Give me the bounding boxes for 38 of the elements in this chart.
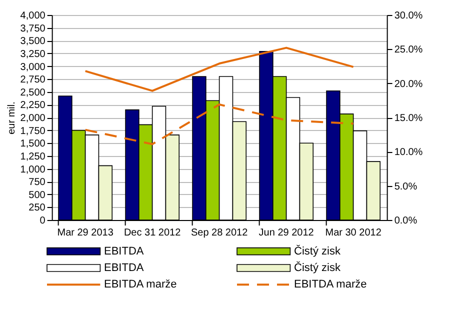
legend-label: EBITDA marže	[294, 278, 367, 291]
line-series	[84, 104, 354, 146]
y-tick-label: 3,750	[20, 23, 46, 34]
y2-tick-label: 15.0%	[394, 113, 423, 124]
legend-label: EBITDA marže	[104, 278, 177, 291]
legend-label: Čistý zisk	[294, 244, 341, 258]
y-tick-label: 3,500	[20, 36, 46, 48]
legend-label: EBITDA	[104, 245, 144, 258]
y2-tick-label: 20.0%	[394, 78, 423, 90]
line-series	[84, 46, 354, 92]
y2-tick-label: 0.0%	[394, 216, 418, 226]
y-tick-label: 750	[28, 177, 46, 188]
y2-tick-label: 5.0%	[394, 181, 418, 192]
y-tick-label: 2,000	[20, 113, 46, 124]
y-tick-label: 1,750	[20, 126, 46, 137]
x-tick-label: Dec 31 2012	[124, 228, 182, 238]
y-axis-title: eur mil.	[6, 102, 18, 134]
y-tick-label: 500	[28, 190, 46, 201]
legend-label: Čistý zisk	[294, 261, 341, 274]
legend-label: EBITDA	[104, 262, 144, 274]
y-tick-label: 1,000	[20, 164, 46, 176]
y-tick-label: 2,750	[20, 74, 46, 86]
y-tick-label: 2,500	[20, 87, 46, 98]
y-tick-label: 1,500	[20, 138, 46, 150]
y2-tick-label: 30.0%	[394, 10, 423, 22]
y-tick-label: 2,250	[20, 100, 46, 112]
x-tick-label: Mar 30 2012	[325, 228, 382, 238]
x-tick-label: Jun 29 2012	[258, 228, 314, 238]
y-tick-label: 250	[28, 202, 46, 214]
x-tick-label: Mar 29 2013	[57, 228, 114, 238]
x-tick-label: Sep 28 2012	[190, 228, 248, 238]
y-tick-label: 3,000	[20, 62, 46, 73]
y-tick-label: 1,250	[20, 151, 46, 162]
y-tick-label: 0	[40, 216, 46, 226]
y-tick-label: 3,250	[20, 48, 46, 60]
y-tick-label: 4,000	[20, 10, 46, 22]
y2-tick-label: 10.0%	[394, 147, 423, 158]
y2-tick-label: 25.0%	[394, 44, 423, 56]
